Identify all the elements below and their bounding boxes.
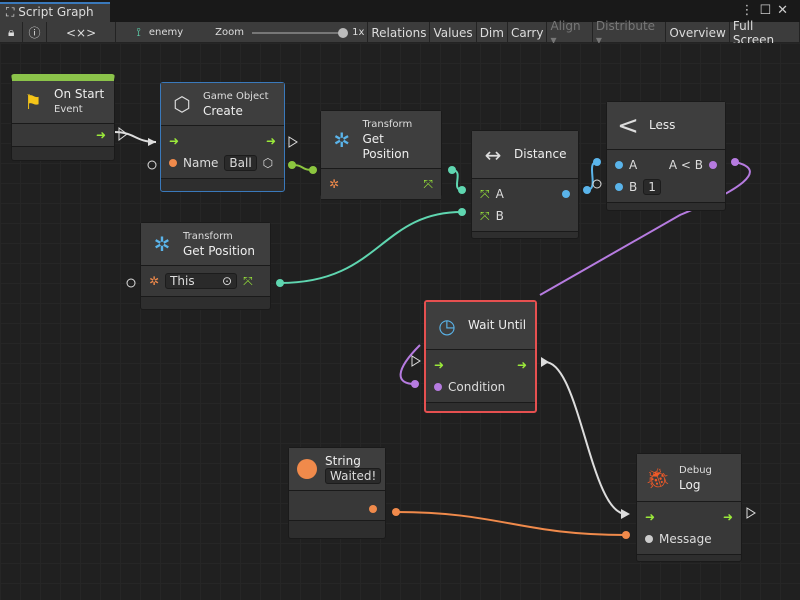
overview-button[interactable]: Overview <box>666 22 730 43</box>
float-input-icon[interactable] <box>615 161 623 169</box>
flow-output-icon[interactable]: ➜ <box>265 134 276 148</box>
relations-button[interactable]: Relations <box>368 22 431 43</box>
vector3-input-icon[interactable]: ⤧ <box>480 208 490 223</box>
full-screen-button[interactable]: Full Screen <box>730 19 800 47</box>
toolbar: 🔒︎ ⓘ <×> ⟟ enemy Zoom 1x Relations Value… <box>0 19 800 47</box>
target-field[interactable]: This ⊙ <box>165 273 238 289</box>
close-icon[interactable]: ✕ <box>777 3 794 18</box>
transform-icon: ✲ <box>333 127 351 152</box>
float-input-icon[interactable] <box>615 183 623 191</box>
bool-input-icon[interactable] <box>434 383 442 391</box>
distribute-dropdown[interactable]: Distribute ▾ <box>593 19 667 47</box>
maximize-icon[interactable]: ☐ <box>759 3 778 18</box>
gameobject-output-icon[interactable]: ⬡ <box>262 156 274 170</box>
string-port-icon[interactable] <box>169 159 177 167</box>
b-value-field[interactable]: 1 <box>643 179 661 195</box>
graph-icon: ⛶ <box>6 5 19 19</box>
zoom-value: 1x <box>352 27 365 38</box>
node-wait-until[interactable]: ◷ Wait Until ➜ ➜ Condition <box>424 300 537 413</box>
vector3-input-icon[interactable]: ⤧ <box>480 186 490 201</box>
distance-icon: ↔ <box>484 142 502 167</box>
transform-input-icon[interactable]: ✲ <box>329 177 340 191</box>
name-field[interactable]: Ball <box>224 155 257 171</box>
bool-output-icon[interactable] <box>709 161 717 169</box>
message-input-icon[interactable] <box>645 535 653 543</box>
vector3-output-icon[interactable]: ⤧ <box>423 176 433 191</box>
zoom-slider[interactable] <box>251 27 349 38</box>
zoom-label: Zoom <box>215 27 244 38</box>
node-on-start[interactable]: ⚑ On Start Event ➜ <box>11 74 115 161</box>
string-output-icon[interactable] <box>369 505 377 513</box>
node-create-game-object[interactable]: ⬡ Game Object Create ➜ ➜ Name Ball ⬡ <box>160 82 285 192</box>
lock-icon[interactable]: 🔒︎ <box>0 22 24 43</box>
node-transform-get-position[interactable]: ✲ Transform Get Position ✲ ⤧ <box>320 110 442 200</box>
flow-input-icon[interactable]: ➜ <box>645 510 656 524</box>
tab-script-graph[interactable]: ⛶ Script Graph <box>0 2 110 22</box>
code-button[interactable]: <×> <box>47 22 117 43</box>
float-output-icon[interactable] <box>562 190 570 198</box>
flag-icon: ⚑ <box>24 90 42 114</box>
dim-button[interactable]: Dim <box>477 22 508 43</box>
flow-output-icon[interactable]: ➜ <box>95 128 106 142</box>
tab-bar: ⛶ Script Graph ⋮☐✕ <box>0 0 800 22</box>
vector3-output-icon[interactable]: ⤧ <box>243 273 253 288</box>
flow-output-icon[interactable]: ➜ <box>722 510 733 524</box>
node-string[interactable]: String Waited! <box>288 447 386 539</box>
align-dropdown[interactable]: Align ▾ <box>547 19 593 47</box>
bug-icon: 🐞︎ <box>645 465 671 490</box>
graph-name: enemy <box>148 27 184 38</box>
flow-output-icon[interactable]: ➜ <box>516 358 527 372</box>
node-distance[interactable]: ↔ Distance ⤧ A ⤧ B <box>471 130 579 239</box>
clock-icon: ◷ <box>438 313 456 338</box>
carry-button[interactable]: Carry <box>508 22 548 43</box>
string-value-field[interactable]: Waited! <box>325 468 382 484</box>
less-than-icon: < <box>617 110 639 141</box>
node-transform-get-position-2[interactable]: ✲ Transform Get Position ✲ This ⊙ ⤧ <box>140 222 271 310</box>
object-picker-icon[interactable]: ⊙ <box>222 274 233 288</box>
transform-icon: ✲ <box>153 232 171 256</box>
transform-input-icon[interactable]: ✲ <box>149 274 160 288</box>
cube-icon: ⬡ <box>173 92 191 116</box>
graph-asset-icon: ⟟ <box>136 25 141 39</box>
kebab-icon[interactable]: ⋮ <box>740 3 760 18</box>
flow-input-icon[interactable]: ➜ <box>169 134 180 148</box>
info-icon[interactable]: ⓘ <box>23 22 47 43</box>
string-icon <box>297 456 317 482</box>
values-button[interactable]: Values <box>430 22 477 43</box>
node-debug-log[interactable]: 🐞︎ Debug Log ➜ ➜ Message <box>636 453 742 562</box>
flow-input-icon[interactable]: ➜ <box>434 358 445 372</box>
